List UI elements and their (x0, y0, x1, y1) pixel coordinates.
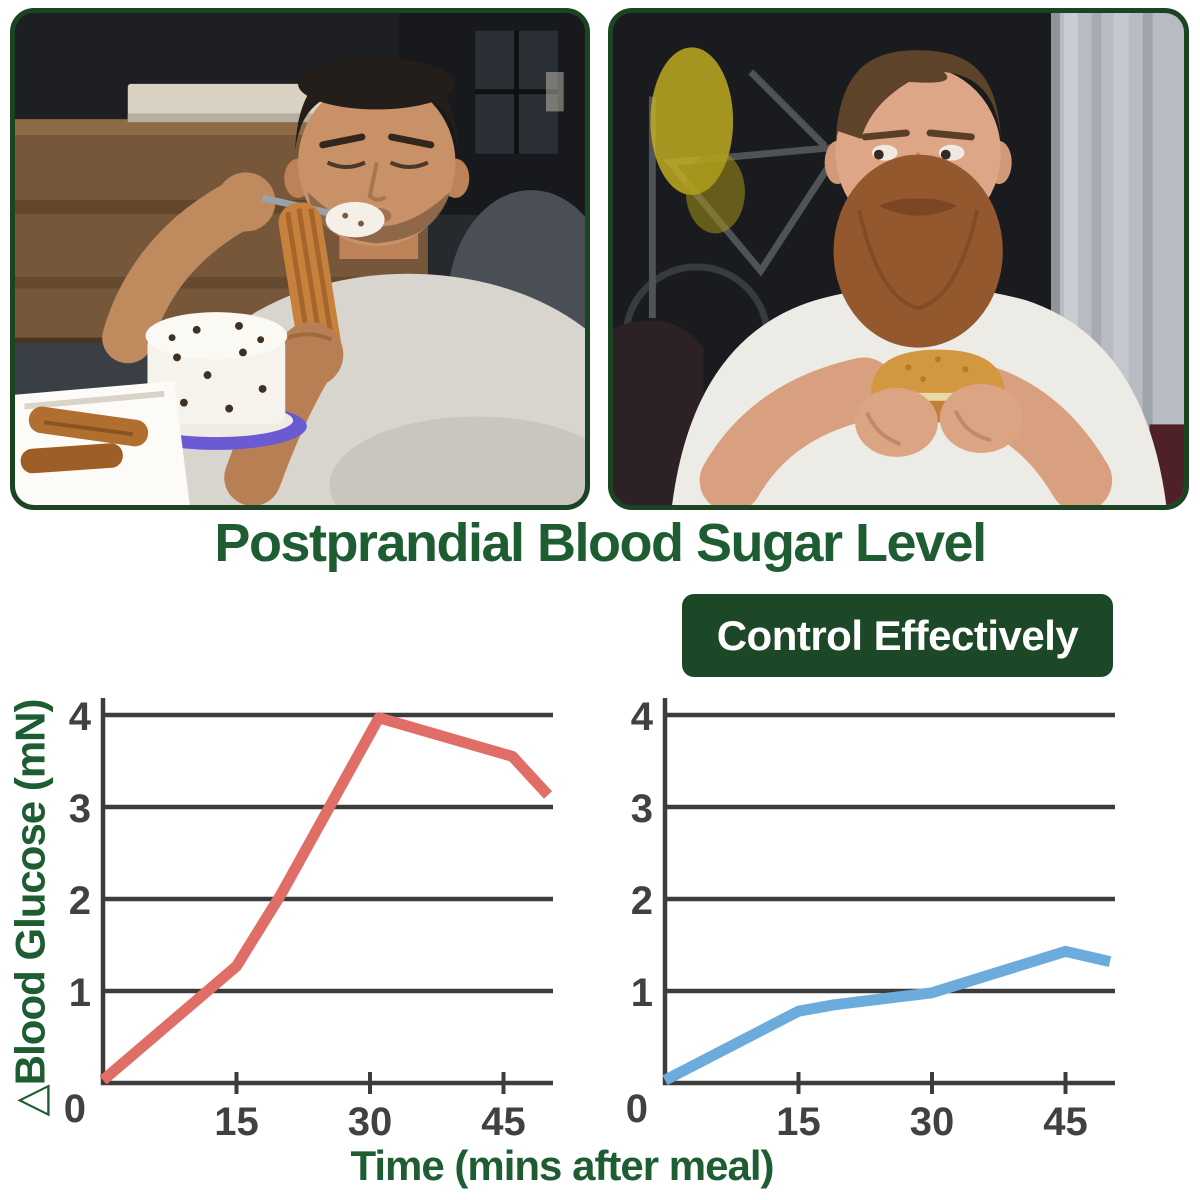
svg-text:4: 4 (631, 695, 654, 739)
raised-arm (102, 182, 259, 364)
mustache (878, 198, 958, 216)
hand (278, 321, 344, 387)
photo-eating-burger (608, 8, 1189, 510)
svg-text:2: 2 (631, 879, 653, 923)
svg-text:2: 2 (69, 879, 91, 923)
beard (833, 154, 1003, 348)
photo-unhealthy-snacking (10, 8, 590, 510)
arm (699, 357, 896, 505)
gridlines (103, 712, 553, 994)
chart-uncontrolled-line: 15 30 45 0 1 2 3 4 (64, 695, 553, 1144)
tick-labels: 15 30 45 0 1 2 3 4 (626, 695, 1088, 1144)
svg-text:45: 45 (1043, 1100, 1088, 1144)
control-effectively-badge: Control Effectively (682, 594, 1113, 677)
person-eating-burger (672, 50, 1167, 505)
photo-right-illustration (613, 13, 1184, 505)
x-ticks (796, 1072, 1068, 1094)
book (127, 83, 340, 122)
cream-on-spoon (325, 201, 385, 238)
svg-text:4: 4 (69, 695, 92, 739)
axes (100, 698, 553, 1086)
svg-text:0: 0 (626, 1087, 648, 1131)
svg-text:15: 15 (214, 1100, 259, 1144)
chart-controlled-line: 15 30 45 0 1 2 3 4 (626, 695, 1115, 1144)
x-axis-label: Time (mins after meal) (350, 1142, 774, 1189)
hair (835, 50, 1001, 143)
svg-text:30: 30 (348, 1100, 393, 1144)
svg-text:3: 3 (69, 787, 91, 831)
svg-text:1: 1 (69, 971, 91, 1015)
box-of-churros (15, 381, 190, 505)
tick-labels: 15 30 45 0 1 2 3 4 (64, 695, 526, 1144)
photo-left-illustration (15, 13, 585, 505)
svg-text:15: 15 (776, 1100, 821, 1144)
hand (855, 387, 938, 457)
x-ticks (234, 1072, 506, 1094)
gridlines (665, 712, 1115, 994)
series-line-controlled (662, 945, 1112, 1086)
svg-text:30: 30 (910, 1100, 955, 1144)
series-line-uncontrolled (99, 712, 553, 1085)
svg-text:0: 0 (64, 1087, 86, 1131)
y-axis-label: △Blood Glucose (mN) (6, 699, 54, 1117)
svg-text:45: 45 (481, 1100, 526, 1144)
svg-text:1: 1 (631, 971, 653, 1015)
hand (939, 384, 1023, 453)
axes (662, 698, 1115, 1086)
closed-eye (389, 160, 429, 169)
badge-label: Control Effectively (716, 611, 1079, 659)
svg-text:3: 3 (631, 787, 653, 831)
page-title: Postprandial Blood Sugar Level (214, 513, 987, 573)
closed-eye (326, 160, 366, 169)
